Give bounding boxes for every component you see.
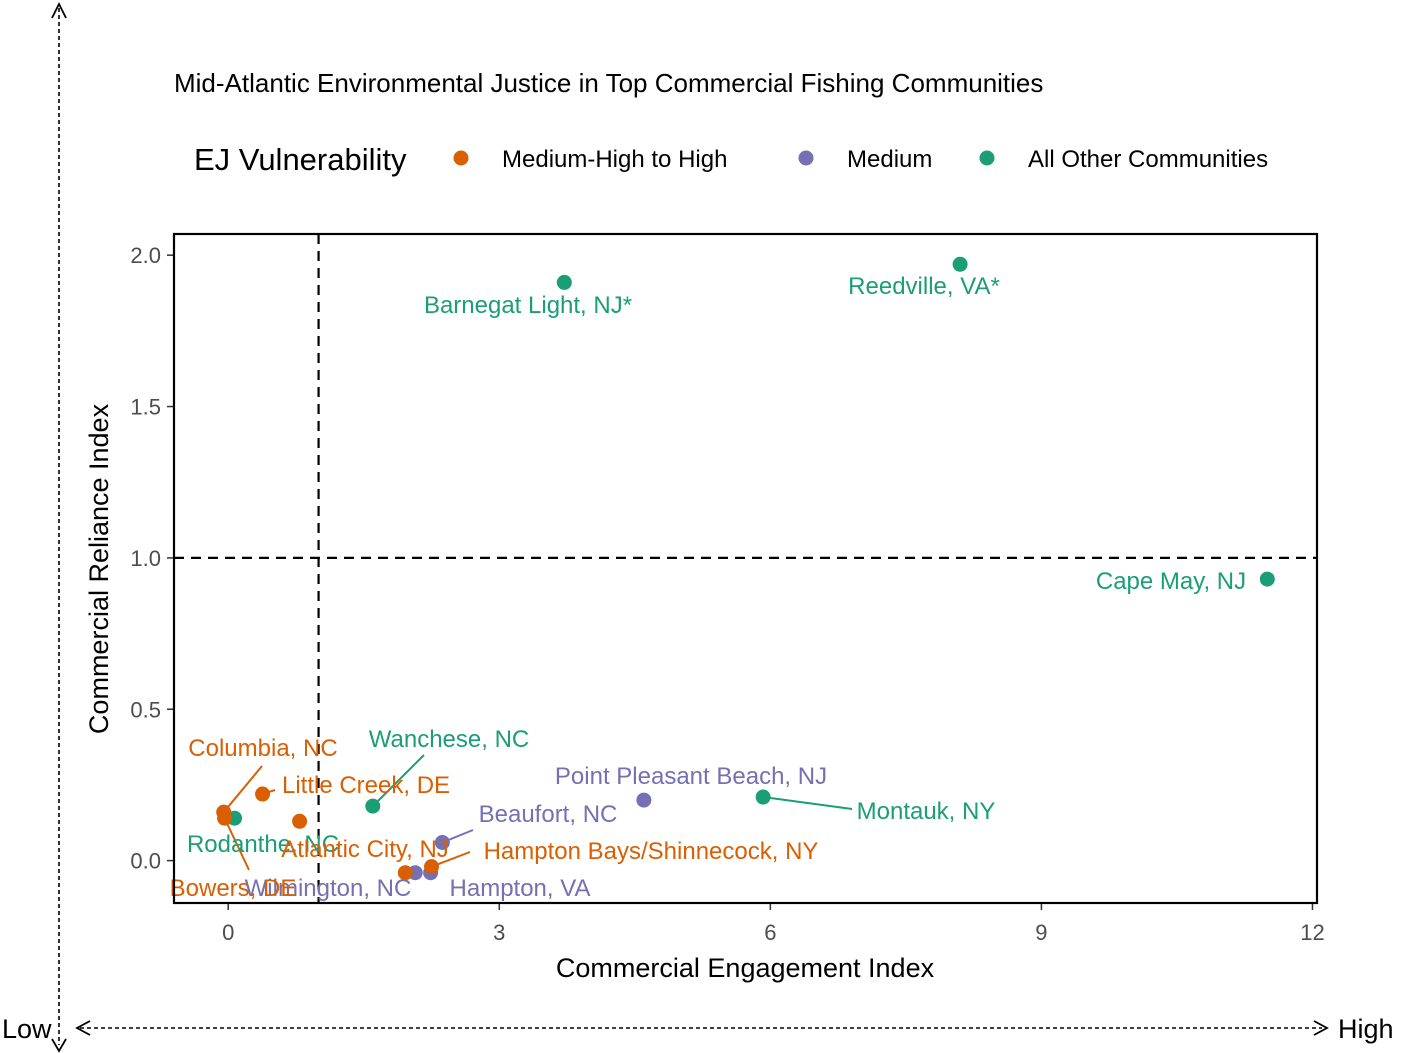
data-label-9: Hampton, VA — [450, 875, 591, 902]
y-tick-label-0: 0.0 — [130, 849, 161, 874]
data-label-0: Barnegat Light, NJ* — [424, 292, 632, 319]
outer-x-arrow-right — [1313, 1020, 1329, 1036]
data-point-3 — [365, 798, 381, 814]
y-tick-label-2: 1.0 — [130, 546, 161, 571]
data-label-3: Wanchese, NC — [369, 726, 530, 753]
data-point-2 — [1259, 571, 1275, 587]
data-point-14 — [424, 859, 440, 875]
legend-label-0: Medium-High to High — [502, 146, 727, 173]
y-tick-label-1: 0.5 — [130, 697, 161, 722]
data-point-13 — [217, 810, 233, 826]
x-tick-label-0: 0 — [222, 920, 234, 945]
plot-border — [172, 232, 1319, 905]
data-label-2: Cape May, NJ — [1096, 568, 1246, 595]
label-connector-4 — [762, 796, 853, 810]
data-point-11 — [255, 786, 271, 802]
label-connector-13 — [223, 817, 250, 871]
data-point-0 — [556, 274, 572, 290]
y-axis-label: Commercial Reliance Index — [84, 403, 114, 734]
data-label-14: Hampton Bays/Shinnecock, NY — [484, 838, 819, 865]
x-tick-label-3: 9 — [1035, 920, 1047, 945]
outer-x-arrow-left — [75, 1020, 91, 1036]
outer-y-arrow-up — [51, 1, 67, 19]
data-label-13: Bowers, DE — [170, 875, 297, 902]
legend-label-2: All Other Communities — [1028, 146, 1268, 173]
data-label-1: Reedville, VA* — [848, 273, 1000, 300]
data-label-4: Montauk, NY — [857, 798, 996, 825]
x-tick-label-1: 3 — [493, 920, 505, 945]
legend-marker-1 — [798, 150, 814, 166]
data-point-15 — [397, 865, 413, 881]
x-tick-label-2: 6 — [764, 920, 776, 945]
outer-y-arrow-down — [51, 1038, 67, 1053]
x-tick-label-4: 12 — [1300, 920, 1324, 945]
label-connector-3 — [372, 754, 425, 807]
x-axis-label: Commercial Engagement Index — [556, 953, 935, 983]
data-point-4 — [755, 789, 771, 805]
legend-title: EJ Vulnerability — [194, 142, 407, 177]
data-label-7: Beaufort, NC — [479, 801, 618, 828]
data-point-7 — [434, 834, 450, 850]
data-point-1 — [952, 256, 968, 272]
outer-axes — [51, 1, 1329, 1053]
data-label-6: Point Pleasant Beach, NJ — [555, 763, 827, 790]
label-connector-10 — [222, 765, 263, 813]
data-label-10: Columbia, NC — [188, 735, 337, 762]
legend: EJ Vulnerability Medium-High to High Medi… — [194, 142, 1268, 177]
legend-marker-0 — [453, 150, 469, 166]
legend-label-1: Medium — [847, 146, 932, 173]
outer-axis-low-label: Low — [2, 1014, 52, 1044]
legend-entries: Medium-High to High Medium All Other Commu… — [453, 146, 1268, 173]
y-tick-label-3: 1.5 — [130, 395, 161, 420]
outer-axis-high-label: High — [1338, 1014, 1394, 1044]
data-point-6 — [636, 792, 652, 808]
legend-marker-2 — [979, 150, 995, 166]
y-tick-label-4: 2.0 — [130, 243, 161, 268]
data-label-11: Little Creek, DE — [282, 772, 450, 799]
data-label-5: Rodanthe, NC — [187, 831, 339, 858]
data-label-8: Wilmington, NC — [245, 875, 412, 902]
plot-area: 0 3 6 9 12 0.0 0.5 1.0 1.5 2.0 Barnegat Light, NJ*… — [130, 232, 1325, 945]
data-label-12: Atlantic City, NJ — [281, 836, 449, 863]
chart-title: Mid-Atlantic Environmental Justice in To… — [174, 68, 1043, 98]
data-point-12 — [292, 813, 308, 829]
